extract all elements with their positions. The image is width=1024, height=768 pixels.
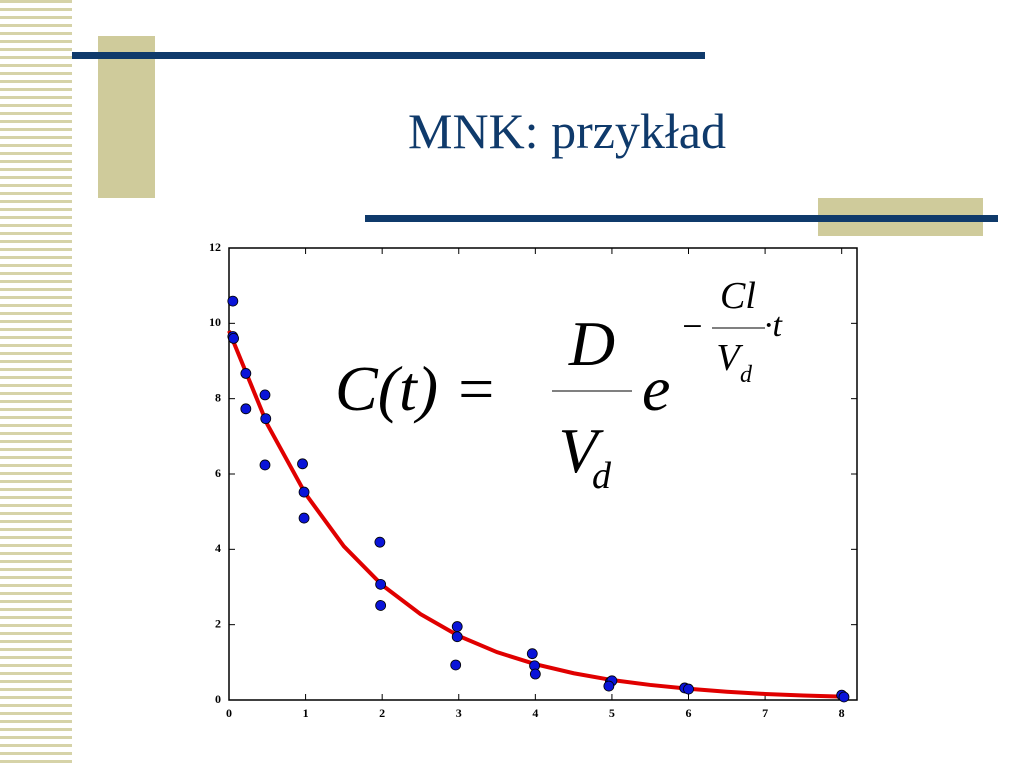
data-point [375,600,387,611]
formula-exp-tail: ·t [764,307,784,344]
x-tick-label: 4 [532,706,538,720]
formula-lhs: C(t) = [335,353,497,424]
formula-denominator-sub: d [592,455,612,497]
y-tick-label: 10 [209,315,221,329]
x-tick-label: 0 [226,706,232,720]
data-point [227,295,239,307]
data-point [297,458,308,470]
plot-frame [228,247,858,701]
formula-denominator: V [558,415,604,486]
slide-title: MNK: przykład [408,103,726,159]
data-point [240,403,252,415]
rule [72,52,705,59]
x-tick-label: 6 [686,706,692,720]
x-tick-label: 8 [839,706,845,720]
data-point [451,621,463,632]
y-tick-label: 12 [209,240,221,254]
formula-exp-denominator-sub: d [740,362,753,388]
x-tick-label: 2 [379,706,385,720]
data-point [529,668,541,680]
x-tick-label: 1 [303,706,309,720]
side-stripes [0,0,72,768]
y-tick-label: 8 [215,390,221,404]
data-point [260,413,272,425]
data-point [450,659,462,671]
y-tick-label: 0 [215,692,221,706]
formula-exp-sign: − [680,306,704,346]
x-tick-label: 3 [456,706,462,720]
data-point [240,368,252,379]
data-point [375,578,387,590]
data-point [298,512,310,524]
y-tick-label: 2 [215,616,221,630]
data-point [451,631,463,643]
data-point [683,683,694,695]
formula-exp-numerator: Cl [720,275,756,317]
data-point [526,648,538,660]
formula-base: e [642,353,670,424]
x-tick-label: 7 [762,706,768,720]
rule [365,215,998,222]
x-tick-label: 5 [609,706,615,720]
data-point [259,459,271,471]
accent-block [98,36,155,198]
data-point [374,536,386,548]
formula: C(t) = D V d e − Cl V d ·t [335,275,784,497]
formula-exp-denominator: V [716,337,743,379]
data-point [603,680,615,692]
data-point [838,691,850,703]
formula-numerator: D [568,308,615,379]
data-point [228,332,239,344]
data-point [298,486,310,498]
y-tick-label: 4 [215,541,221,555]
y-tick-label: 6 [215,466,221,480]
data-point [259,389,271,401]
